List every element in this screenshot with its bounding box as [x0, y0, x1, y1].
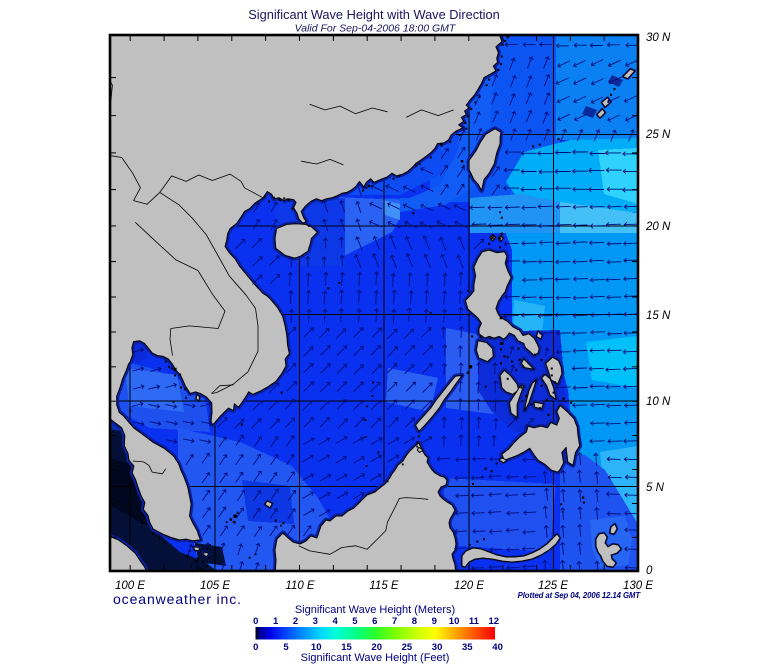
- svg-text:120 E: 120 E: [454, 580, 484, 592]
- svg-text:4: 4: [332, 616, 338, 627]
- svg-text:30 N: 30 N: [646, 32, 671, 44]
- svg-text:25: 25: [402, 642, 413, 653]
- svg-text:110 E: 110 E: [285, 580, 315, 592]
- svg-text:oceanweather inc.: oceanweather inc.: [113, 591, 242, 607]
- svg-text:0: 0: [646, 565, 653, 577]
- svg-text:125 E: 125 E: [538, 580, 568, 592]
- svg-text:8: 8: [412, 616, 417, 627]
- svg-text:2: 2: [293, 616, 298, 627]
- svg-text:15 N: 15 N: [646, 310, 671, 322]
- svg-text:5: 5: [352, 616, 358, 627]
- svg-text:12: 12: [489, 616, 500, 627]
- svg-text:30: 30: [432, 642, 443, 653]
- svg-text:Plotted at Sep 04, 2006 12.14: Plotted at Sep 04, 2006 12.14 GMT: [518, 591, 642, 600]
- svg-text:35: 35: [462, 642, 473, 653]
- svg-text:0: 0: [253, 642, 258, 653]
- svg-text:15: 15: [341, 642, 352, 653]
- svg-text:40: 40: [492, 642, 503, 653]
- svg-text:100 E: 100 E: [115, 580, 145, 592]
- svg-text:Significant Wave Height (Meter: Significant Wave Height (Meters): [295, 604, 455, 616]
- svg-text:25 N: 25 N: [645, 129, 671, 141]
- svg-text:Significant Wave Height with W: Significant Wave Height with Wave Direct…: [248, 7, 500, 22]
- svg-text:3: 3: [313, 616, 318, 627]
- svg-text:6: 6: [372, 616, 377, 627]
- svg-text:130 E: 130 E: [623, 580, 653, 592]
- svg-text:Valid For Sep-04-2006 18:00 GM: Valid For Sep-04-2006 18:00 GMT: [295, 23, 457, 35]
- svg-text:10: 10: [311, 642, 322, 653]
- svg-text:9: 9: [432, 616, 437, 627]
- svg-text:20: 20: [371, 642, 382, 653]
- svg-text:10 N: 10 N: [646, 396, 671, 408]
- svg-text:11: 11: [469, 616, 480, 627]
- svg-text:Significant Wave Height (Feet): Significant Wave Height (Feet): [301, 652, 450, 664]
- svg-text:115 E: 115 E: [369, 580, 399, 592]
- svg-text:20 N: 20 N: [645, 221, 671, 233]
- svg-text:10: 10: [449, 616, 460, 627]
- svg-text:5 N: 5 N: [646, 482, 665, 494]
- svg-text:1: 1: [273, 616, 279, 627]
- svg-text:0: 0: [253, 616, 258, 627]
- svg-text:105 E: 105 E: [200, 580, 230, 592]
- svg-text:5: 5: [283, 642, 289, 653]
- svg-text:7: 7: [392, 616, 397, 627]
